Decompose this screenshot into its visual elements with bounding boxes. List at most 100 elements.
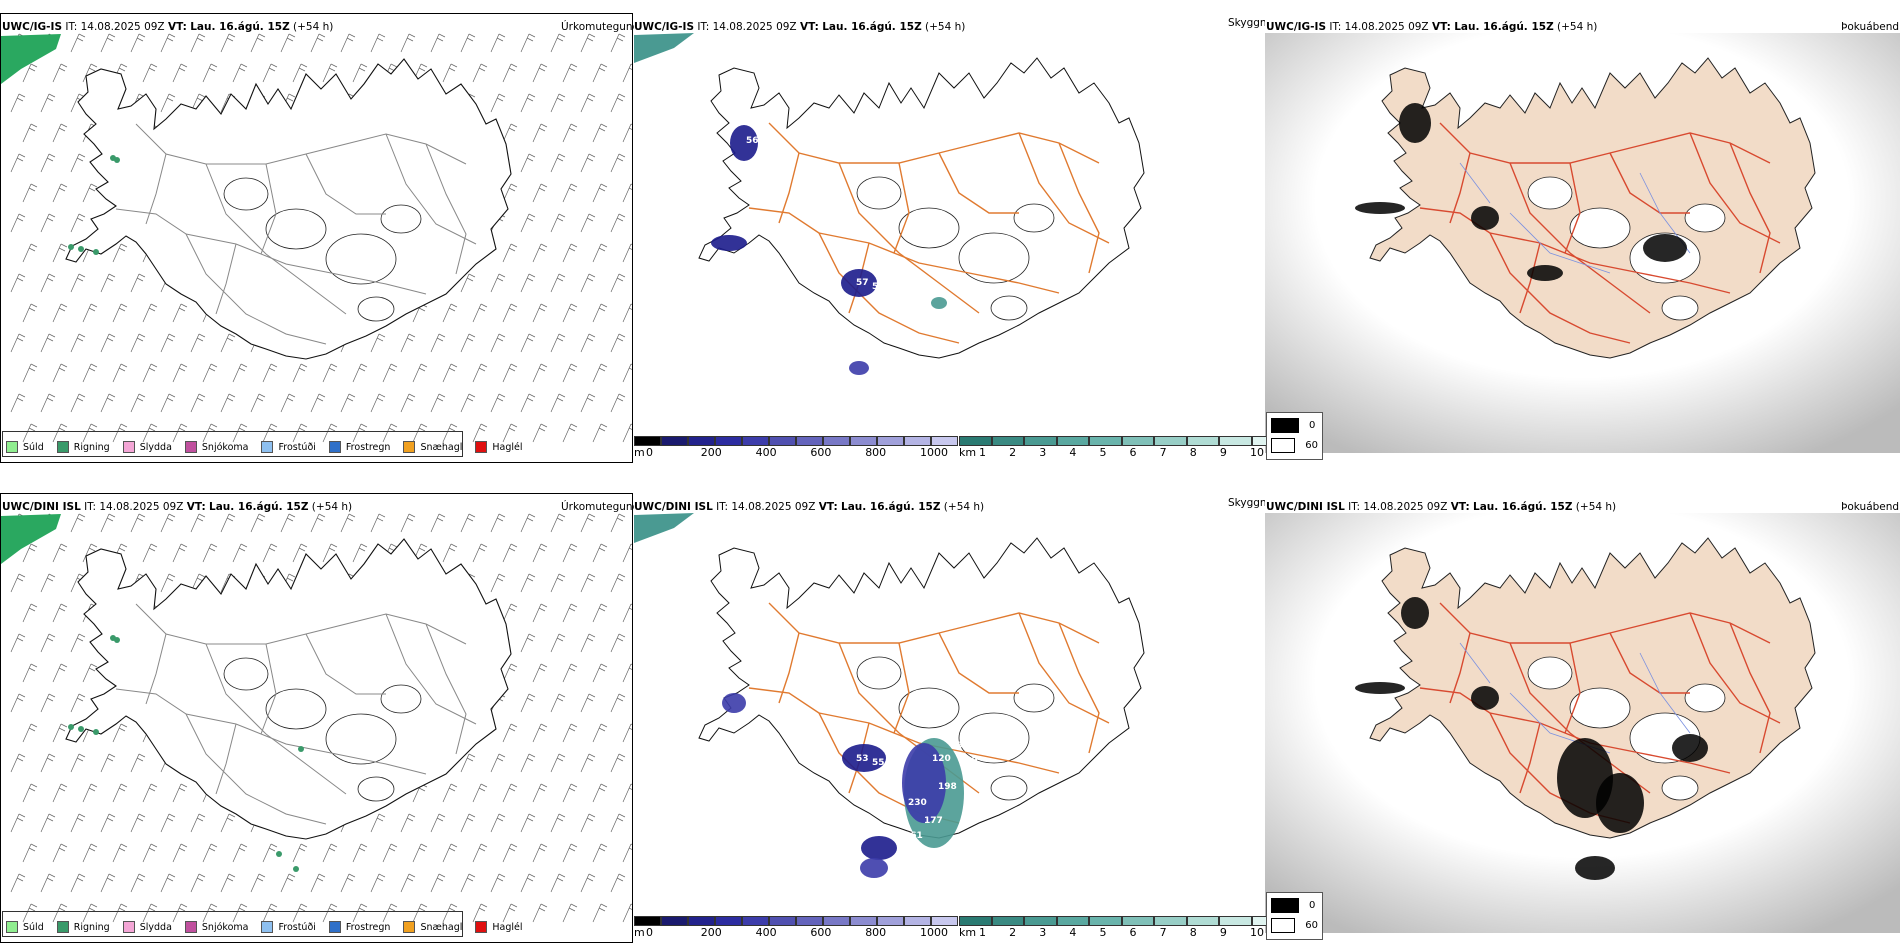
vt-label: VT:	[818, 501, 838, 513]
colorbar-segment	[634, 916, 661, 926]
it-label: IT:	[1329, 21, 1342, 33]
lead-time: (+54 h)	[293, 21, 334, 33]
lead-time: (+54 h)	[943, 501, 985, 513]
iceland-map	[698, 57, 1145, 359]
colorbar-tick: 0	[646, 446, 653, 459]
vt-label: VT:	[1450, 501, 1470, 513]
colorbar-tick: 5	[1099, 926, 1107, 939]
fog-legend-swatch	[1271, 918, 1296, 933]
colorbar-segment	[1056, 916, 1089, 926]
precip-type-panel-top	[0, 13, 633, 463]
header-precip-top: UWC/IG-IS IT: 14.08.2025 09Z VT: Lau. 16…	[2, 21, 333, 33]
legend-swatch	[122, 921, 135, 933]
legend-swatch	[403, 441, 416, 453]
legend-item: Slydda	[122, 921, 172, 933]
legend-item: Snjókoma	[184, 441, 249, 453]
panel-title-cloud-top: Skyggni	[1228, 17, 1270, 29]
colorbar-tick: 800	[865, 446, 887, 459]
it-value: 14.08.2025 09Z	[1363, 501, 1448, 513]
colorbar-tick: 8	[1189, 446, 1197, 459]
colorbar-segment	[959, 916, 992, 926]
colorbar-tick: 400	[755, 926, 777, 939]
vt-label: VT:	[1431, 21, 1451, 33]
precip-type-panel-bottom	[0, 493, 633, 943]
it-value: 14.08.2025 09Z	[1344, 21, 1429, 33]
colorbar-segment	[850, 916, 877, 926]
colorbar-segment	[850, 436, 877, 446]
colorbar-segment	[796, 436, 823, 446]
fog-legend-swatch	[1271, 438, 1296, 453]
fog-legend-top: 0 60	[1266, 412, 1323, 460]
cloud-value-label: 177	[924, 816, 943, 826]
cloud-value-label: 161	[904, 831, 923, 841]
fog-legend-swatch	[1271, 418, 1299, 433]
colorbar-tick: 3	[1039, 446, 1047, 459]
colorbar-segment	[877, 436, 904, 446]
fog-legend-row: 0	[1271, 898, 1318, 913]
colorbar-tick: 1	[979, 926, 986, 939]
fog-legend-bottom: 0 60	[1266, 892, 1323, 940]
legend-swatch	[328, 441, 341, 453]
legend-item: Slydda	[122, 441, 172, 453]
visibility-colorbar-top	[959, 436, 1284, 446]
fog-legend-value: 60	[1305, 440, 1318, 451]
fog-legend-swatch	[1271, 898, 1299, 913]
legend-swatch	[122, 441, 135, 453]
cloud-panel-bottom: 53 55 54 211 169 120 149 198 230 177 161 63	[634, 493, 1264, 943]
colorbar-unit: m	[634, 926, 645, 939]
colorbar-segment	[1121, 916, 1154, 926]
colorbar-tick: 10	[1250, 926, 1264, 939]
colorbar-segment	[931, 916, 958, 926]
iceland-map	[65, 538, 512, 840]
colorbar-tick: 600	[810, 446, 832, 459]
height-colorbar-bottom	[634, 916, 958, 926]
iceland-map	[65, 58, 512, 360]
legend-item: Snæhagl	[403, 441, 462, 453]
lead-time: (+54 h)	[925, 21, 966, 33]
legend-label: Snjókoma	[201, 441, 249, 453]
it-label: IT:	[716, 501, 729, 513]
it-value: 14.08.2025 09Z	[731, 501, 816, 513]
legend-label: Súld	[23, 441, 44, 453]
precip-legend-frame	[2, 431, 463, 457]
legend-label: Haglél	[492, 921, 523, 933]
panel-title-fog-top: Þokuábendi	[1841, 21, 1900, 33]
it-value: 14.08.2025 09Z	[99, 501, 184, 513]
fog-legend-value: 0	[1309, 420, 1316, 431]
fog-map-top	[1265, 33, 1900, 453]
colorbar-segment	[715, 436, 742, 446]
colorbar-tick: 8	[1189, 926, 1197, 939]
header-cloud-top: UWC/IG-IS IT: 14.08.2025 09Z VT: Lau. 16…	[634, 21, 965, 33]
colorbar-tick: 5	[1099, 446, 1107, 459]
colorbar-segment	[877, 916, 904, 926]
colorbar-segment	[742, 916, 769, 926]
colorbar-segment	[1154, 916, 1187, 926]
colorbar-tick: 200	[700, 926, 722, 939]
colorbar-segment	[823, 916, 850, 926]
colorbar-segment	[634, 436, 661, 446]
colorbar-tick: 1000	[920, 446, 948, 459]
it-value: 14.08.2025 09Z	[712, 21, 797, 33]
fog-map-bottom	[1265, 513, 1900, 933]
legend-label: Súld	[23, 921, 44, 933]
precip-legend-frame	[2, 911, 463, 937]
legend-item: Frostúði	[261, 441, 316, 453]
it-label: IT:	[697, 21, 710, 33]
vt-value: Lau. 16.ágú. 15Z	[822, 21, 922, 33]
colorbar-segment	[823, 436, 850, 446]
colorbar-unit: km	[959, 926, 977, 939]
colorbar-segment	[931, 436, 958, 446]
colorbar-segment	[1219, 916, 1252, 926]
colorbar-segment	[1186, 436, 1219, 446]
cloud-value-label: 211	[934, 706, 953, 716]
it-value: 14.08.2025 09Z	[80, 21, 165, 33]
legend-label: Snæhagl	[420, 441, 463, 453]
cloud-value-label: 63	[912, 861, 925, 871]
colorbar-segment	[688, 916, 715, 926]
colorbar-tick: 1	[979, 446, 986, 459]
model-name: UWC/DINI ISL	[2, 501, 81, 513]
legend-label: Frostregn	[345, 441, 391, 453]
colorbar-segment	[1089, 436, 1122, 446]
lead-time: (+54 h)	[1575, 501, 1617, 513]
